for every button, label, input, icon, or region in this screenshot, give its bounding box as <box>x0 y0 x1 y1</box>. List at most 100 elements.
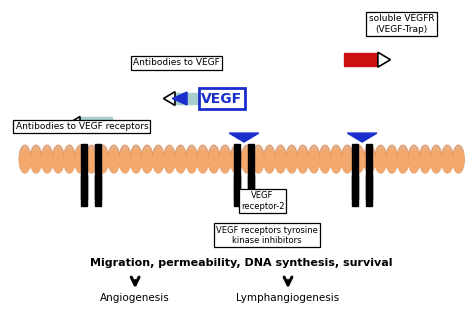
Ellipse shape <box>330 145 342 173</box>
Ellipse shape <box>353 149 364 172</box>
Ellipse shape <box>253 145 264 173</box>
Ellipse shape <box>131 149 141 172</box>
Ellipse shape <box>130 145 142 173</box>
Ellipse shape <box>220 149 230 172</box>
Ellipse shape <box>398 149 408 172</box>
Ellipse shape <box>264 145 275 173</box>
Bar <box>344 53 378 66</box>
Text: Migration, permeability, DNA synthesis, survival: Migration, permeability, DNA synthesis, … <box>91 258 393 268</box>
Ellipse shape <box>153 145 164 173</box>
Bar <box>80 118 112 129</box>
Ellipse shape <box>186 145 198 173</box>
Bar <box>248 144 254 199</box>
Text: VEGF
receptor-2: VEGF receptor-2 <box>241 191 284 211</box>
Ellipse shape <box>420 149 430 172</box>
Polygon shape <box>165 93 174 105</box>
Ellipse shape <box>275 149 286 172</box>
Ellipse shape <box>241 145 253 173</box>
Bar <box>234 175 240 206</box>
Ellipse shape <box>341 145 353 173</box>
Ellipse shape <box>442 149 453 172</box>
Ellipse shape <box>286 145 298 173</box>
Bar <box>82 144 87 199</box>
Ellipse shape <box>41 145 53 173</box>
Ellipse shape <box>408 145 420 173</box>
Bar <box>95 175 101 206</box>
Bar <box>366 144 372 199</box>
Ellipse shape <box>175 149 186 172</box>
Ellipse shape <box>142 149 153 172</box>
Ellipse shape <box>309 149 319 172</box>
Ellipse shape <box>375 145 386 173</box>
Ellipse shape <box>97 145 109 173</box>
Ellipse shape <box>364 145 375 173</box>
Ellipse shape <box>153 149 164 172</box>
Polygon shape <box>70 118 80 129</box>
Text: Lymphangiogenesis: Lymphangiogenesis <box>237 293 340 303</box>
Text: Antibodies to VEGF: Antibodies to VEGF <box>134 58 220 67</box>
Polygon shape <box>378 53 389 66</box>
Ellipse shape <box>331 149 341 172</box>
Ellipse shape <box>386 149 397 172</box>
Text: VEGF receptors tyrosine
kinase inhibitors: VEGF receptors tyrosine kinase inhibitor… <box>216 226 318 245</box>
Ellipse shape <box>42 149 53 172</box>
Text: Angiogenesis: Angiogenesis <box>100 293 170 303</box>
Ellipse shape <box>230 145 242 173</box>
Ellipse shape <box>364 149 375 172</box>
Bar <box>366 175 372 206</box>
Ellipse shape <box>453 145 465 173</box>
FancyBboxPatch shape <box>199 88 246 109</box>
Ellipse shape <box>264 149 275 172</box>
Ellipse shape <box>86 145 98 173</box>
Ellipse shape <box>19 145 31 173</box>
Ellipse shape <box>319 145 331 173</box>
Ellipse shape <box>320 149 330 172</box>
Ellipse shape <box>431 149 441 172</box>
Ellipse shape <box>419 145 431 173</box>
Ellipse shape <box>219 145 231 173</box>
Ellipse shape <box>74 145 86 173</box>
Ellipse shape <box>430 145 442 173</box>
Bar <box>248 175 254 206</box>
Ellipse shape <box>386 145 398 173</box>
Ellipse shape <box>208 145 220 173</box>
Ellipse shape <box>453 149 464 172</box>
Ellipse shape <box>64 149 74 172</box>
Ellipse shape <box>308 145 320 173</box>
Ellipse shape <box>119 145 131 173</box>
Text: soluble VEGFR
(VEGF-Trap): soluble VEGFR (VEGF-Trap) <box>369 14 434 34</box>
Text: VEGF: VEGF <box>201 91 243 105</box>
Ellipse shape <box>109 149 119 172</box>
Polygon shape <box>172 92 187 105</box>
Bar <box>352 175 358 206</box>
Ellipse shape <box>253 149 264 172</box>
Ellipse shape <box>141 145 153 173</box>
Bar <box>352 144 358 199</box>
Ellipse shape <box>30 145 42 173</box>
Ellipse shape <box>209 149 219 172</box>
Polygon shape <box>347 133 377 142</box>
Ellipse shape <box>164 145 175 173</box>
Ellipse shape <box>353 145 364 173</box>
Polygon shape <box>229 133 259 142</box>
Ellipse shape <box>119 149 130 172</box>
Ellipse shape <box>164 149 175 172</box>
Ellipse shape <box>19 149 30 172</box>
Ellipse shape <box>108 145 119 173</box>
Bar <box>174 93 207 105</box>
Ellipse shape <box>53 145 64 173</box>
Bar <box>95 144 101 199</box>
Ellipse shape <box>64 145 75 173</box>
Ellipse shape <box>375 149 386 172</box>
Ellipse shape <box>186 149 197 172</box>
Ellipse shape <box>298 149 308 172</box>
Ellipse shape <box>441 145 453 173</box>
Ellipse shape <box>275 145 286 173</box>
Ellipse shape <box>297 145 309 173</box>
Ellipse shape <box>197 145 209 173</box>
Ellipse shape <box>242 149 253 172</box>
Ellipse shape <box>98 149 108 172</box>
Bar <box>82 175 87 206</box>
Text: Antibodies to VEGF receptors: Antibodies to VEGF receptors <box>16 122 148 131</box>
Bar <box>234 144 240 199</box>
